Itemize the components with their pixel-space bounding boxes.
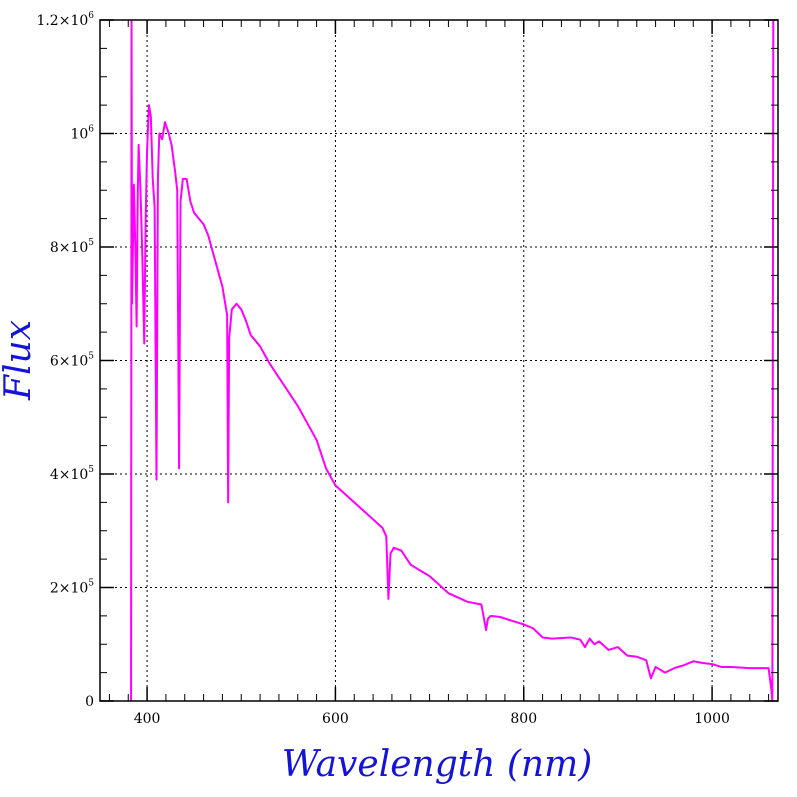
x-tick-label-1: 600 <box>322 711 349 727</box>
y-tick-label-6: 1.2×106 <box>36 11 94 29</box>
x-tick-label-2: 800 <box>510 711 537 727</box>
y-tick-label-0: 0 <box>85 694 94 710</box>
x-axis-title: Wavelength (nm) <box>282 744 593 785</box>
y-tick-label-5: 106 <box>70 125 94 143</box>
x-tick-label-3: 1000 <box>694 711 730 727</box>
axis-ticks <box>100 19 778 702</box>
series-line-0 <box>130 20 775 701</box>
y-tick-label-3: 6×105 <box>50 352 94 370</box>
y-tick-label-2: 4×105 <box>50 465 94 483</box>
y-tick-label-4: 8×105 <box>50 238 94 256</box>
y-tick-label-1: 2×105 <box>50 579 94 597</box>
tick-labels: 400 600 800 1000 0 2×105 4×105 6×105 8×105 106 1.2… <box>36 11 729 727</box>
y-axis-title: Flux <box>0 320 39 401</box>
grid-lines <box>100 20 778 701</box>
x-tick-label-0: 400 <box>134 711 161 727</box>
series-group <box>130 20 775 701</box>
